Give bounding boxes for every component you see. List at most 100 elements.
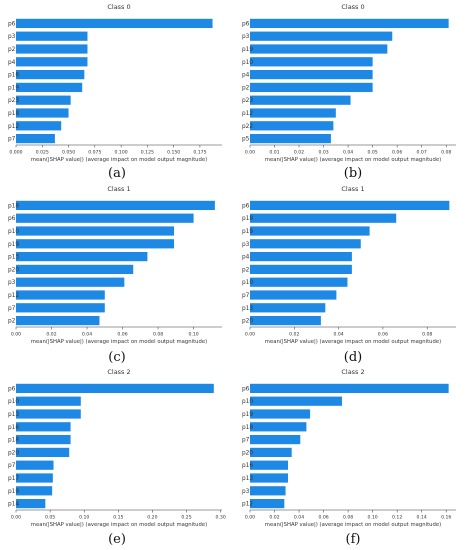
bar-p18 (250, 213, 397, 223)
x-tick-label: 0.10 (79, 515, 89, 521)
category-label-p6: p6 (8, 216, 16, 222)
category-label-p3: p3 (242, 34, 250, 40)
category-label-p19: p19 (242, 229, 253, 235)
category-label-p19: p19 (242, 47, 253, 53)
x-tick-label: 0.06 (392, 150, 402, 156)
category-label-p22: p22 (242, 124, 253, 130)
x-tick-label: 0.00 (11, 515, 21, 521)
category-label-p3: p3 (242, 489, 250, 495)
category-label-p7: p7 (242, 438, 250, 444)
x-tick-label: 0.05 (45, 515, 55, 521)
x-tick-label: 0.20 (147, 515, 157, 521)
category-label-p10: p10 (8, 399, 19, 405)
category-label-p13: p13 (242, 476, 253, 482)
category-label-p7: p7 (242, 293, 250, 299)
bar-p13 (16, 251, 148, 262)
bar-p20 (250, 447, 292, 458)
x-tick-label: 0.14 (417, 515, 427, 521)
bar-p16 (250, 460, 289, 470)
chart-title: Class 0 (107, 3, 130, 11)
bar-p2 (16, 44, 88, 54)
category-label-p19: p19 (242, 412, 253, 418)
x-tick-label: 0.03 (318, 150, 328, 156)
bar-p20 (250, 315, 321, 326)
bar-p10 (250, 57, 373, 67)
bar-p7 (16, 303, 105, 313)
bar-p6 (16, 18, 213, 29)
x-tick-label: 0.02 (269, 515, 279, 521)
x-tick-label: 0.12 (392, 515, 402, 521)
category-label-p10: p10 (242, 280, 253, 286)
category-label-p2: p2 (8, 47, 16, 53)
bar-p6 (250, 18, 449, 29)
bar-p6 (250, 383, 449, 394)
chart-panel-a: Class 0 p6 p3 p2 p4 p16 p19 p23 p18 p12 p7 0.000 0.0… (0, 0, 233, 165)
category-label-p4: p4 (242, 73, 250, 79)
chart-panel-b: Class 0 p6 p3 p19 p10 p4 p2 p23 p12 p22 p5 0.00 0.01… (234, 0, 467, 165)
category-label-p13: p13 (242, 306, 253, 312)
x-tick-label: 0.06 (378, 332, 388, 338)
chart-svg-e: Class 2 p6 p10 p13 p16 p18 p20 p7 p17 p19 p14 0.00 0… (8, 368, 226, 528)
bar-p18 (16, 434, 71, 445)
x-axis-label: mean(|SHAP value|) (average impact on mo… (31, 339, 207, 345)
x-tick-label: 0.02 (294, 150, 304, 156)
chart-panel-d: Class 1 p6 p18 p19 p3 p4 p2 p10 p7 p13 p20 0.00 0.02… (234, 182, 467, 347)
bar-p12 (16, 290, 105, 300)
category-label-p20: p20 (8, 450, 19, 456)
x-tick-label: 0.125 (141, 150, 154, 156)
category-label-p5: p5 (242, 137, 250, 143)
category-label-p13: p13 (8, 255, 19, 261)
subfigure-label-e: (e) (108, 532, 126, 547)
category-label-p6: p6 (242, 203, 250, 209)
x-tick-label: 0.08 (441, 150, 451, 156)
bar-p12 (250, 108, 336, 118)
category-label-p18: p18 (8, 438, 19, 444)
category-label-p18: p18 (8, 111, 19, 117)
category-label-p19: p19 (8, 489, 19, 495)
category-label-p12: p12 (242, 502, 253, 508)
category-label-p3: p3 (8, 280, 16, 286)
category-label-p10: p10 (8, 229, 19, 235)
x-tick-label: 0.10 (188, 332, 198, 338)
bar-p14 (16, 498, 46, 509)
bar-p4 (250, 251, 352, 262)
category-label-p16: p16 (8, 73, 19, 79)
subfigure-label-b: (b) (343, 166, 363, 181)
chart-svg-c: Class 1 p18 p6 p10 p19 p13 p20 p3 p12 p7 p2 0.00 0.0… (8, 185, 222, 345)
bar-p2 (16, 315, 100, 326)
category-label-p2: p2 (8, 319, 16, 325)
chart-title: Class 1 (107, 185, 130, 193)
category-label-p16: p16 (242, 463, 253, 469)
category-label-p14: p14 (8, 502, 19, 508)
category-label-p3: p3 (242, 242, 250, 248)
category-label-p17: p17 (8, 476, 19, 482)
category-label-p2: p2 (242, 267, 250, 273)
category-label-p19: p19 (8, 85, 19, 91)
bar-p18 (16, 108, 69, 118)
x-axis-label: mean(|SHAP value|) (average impact on mo… (265, 339, 441, 345)
x-tick-label: 0.25 (181, 515, 191, 521)
chart-svg-d: Class 1 p6 p18 p19 p3 p4 p2 p10 p7 p13 p20 0.00 0.02… (242, 185, 456, 345)
x-axis-label: mean(|SHAP value|) (average impact on mo… (31, 522, 207, 528)
x-tick-label: 0.00 (245, 515, 255, 521)
bar-p7 (250, 434, 301, 445)
category-label-p10: p10 (242, 399, 253, 405)
subfigure-label-d: (d) (343, 350, 363, 365)
bar-p13 (250, 473, 289, 483)
subfigure-label-f: (f) (345, 532, 361, 547)
bar-p16 (16, 422, 71, 432)
x-tick-label: 0.050 (62, 150, 75, 156)
category-label-p6: p6 (242, 386, 250, 392)
bar-p22 (250, 121, 334, 131)
x-tick-label: 0.04 (82, 332, 92, 338)
category-label-p18: p18 (242, 425, 253, 431)
x-tick-label: 0.08 (153, 332, 163, 338)
x-tick-label: 0.00 (11, 332, 21, 338)
category-label-p20: p20 (242, 450, 253, 456)
bar-p19 (250, 226, 370, 236)
bar-p3 (250, 31, 393, 41)
x-tick-label: 0.075 (88, 150, 101, 156)
x-tick-label: 0.00 (245, 150, 255, 156)
x-tick-label: 0.10 (368, 515, 378, 521)
chart-title: Class 1 (341, 185, 364, 193)
